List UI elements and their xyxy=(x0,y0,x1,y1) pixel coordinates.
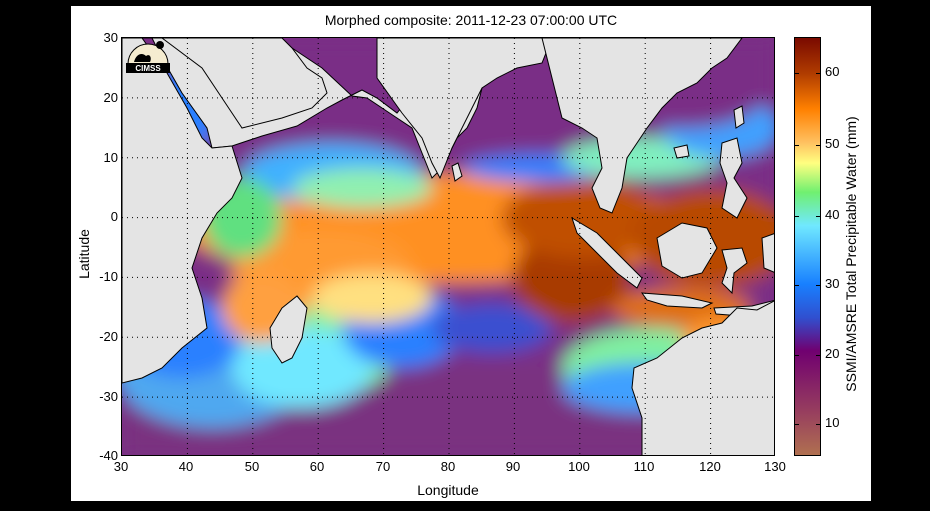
xtick-130: 130 xyxy=(764,459,786,474)
java xyxy=(640,292,714,309)
ytick-m10: -10 xyxy=(99,269,118,284)
ytick-m30: -30 xyxy=(99,389,118,404)
borneo xyxy=(656,222,718,279)
cimss-logo: CIMSS xyxy=(126,41,170,73)
colorbar-tick-50: 50 xyxy=(825,136,840,151)
colorbar-tick-60: 60 xyxy=(825,64,840,79)
colorbar-tick-10: 10 xyxy=(825,415,840,430)
new-guinea xyxy=(761,233,774,273)
ytick-10: 10 xyxy=(103,150,118,165)
ytick-m20: -20 xyxy=(99,329,118,344)
southeast-asia xyxy=(541,38,743,214)
xtick-80: 80 xyxy=(440,459,456,474)
y-axis-label: Latitude xyxy=(76,229,92,279)
ytick-0: 0 xyxy=(110,209,118,224)
grid-lines xyxy=(122,38,774,455)
ytick-30: 30 xyxy=(103,30,118,45)
xtick-40: 40 xyxy=(178,459,194,474)
figure: Morphed composite: 2011-12-23 07:00:00 U… xyxy=(71,6,871,501)
sumatra xyxy=(571,216,643,289)
land-masses xyxy=(122,38,774,455)
colorbar-tick-30: 30 xyxy=(825,276,840,291)
colorbar-tick-20: 20 xyxy=(825,346,840,361)
xtick-70: 70 xyxy=(375,459,391,474)
colorbar xyxy=(794,37,821,456)
madagascar xyxy=(269,295,308,364)
xtick-90: 90 xyxy=(505,459,521,474)
taiwan xyxy=(733,105,745,129)
sri-lanka xyxy=(451,162,463,182)
xtick-30: 30 xyxy=(113,459,129,474)
tpw-map xyxy=(122,38,774,455)
philippines xyxy=(719,137,748,219)
xtick-100: 100 xyxy=(568,459,590,474)
xtick-50: 50 xyxy=(244,459,260,474)
xtick-120: 120 xyxy=(699,459,721,474)
map-plot-area: CIMSS xyxy=(121,37,775,456)
arabian-peninsula xyxy=(161,38,328,129)
ytick-m40: -40 xyxy=(99,448,118,463)
xtick-110: 110 xyxy=(633,459,655,474)
australia xyxy=(631,300,774,455)
hainan xyxy=(673,144,690,159)
colorbar-label: SSMI/AMSRE Total Precipitable Water (mm) xyxy=(843,116,859,392)
xtick-60: 60 xyxy=(309,459,325,474)
svg-text:CIMSS: CIMSS xyxy=(135,64,161,73)
ytick-20: 20 xyxy=(103,90,118,105)
colorbar-tick-40: 40 xyxy=(825,207,840,222)
x-axis-label: Longitude xyxy=(417,482,479,498)
india xyxy=(376,38,553,180)
sulawesi xyxy=(721,247,748,295)
chart-title: Morphed composite: 2011-12-23 07:00:00 U… xyxy=(324,12,618,28)
